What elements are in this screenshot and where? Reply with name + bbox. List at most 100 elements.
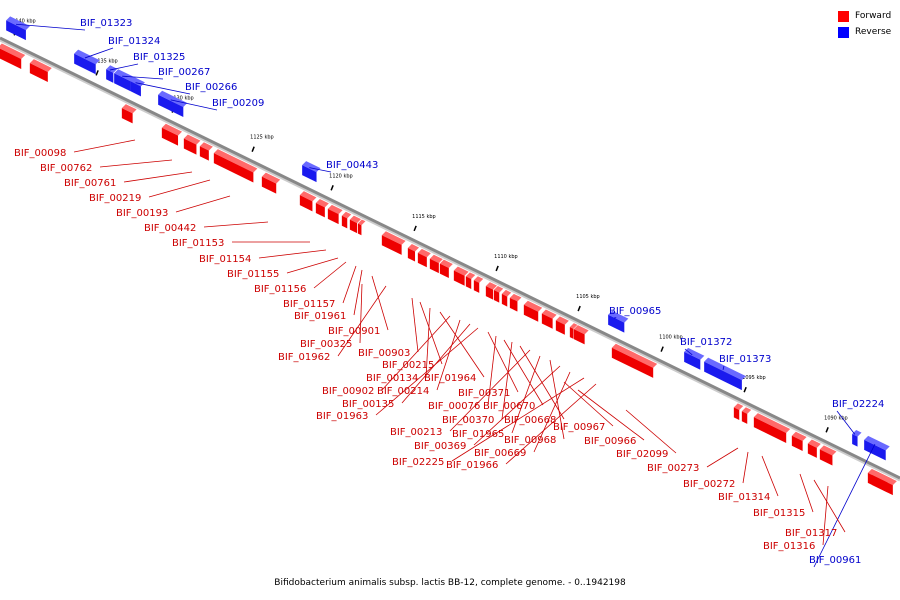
gene-top (302, 161, 321, 173)
tick-mark (577, 305, 581, 312)
gene-box-forward (0, 43, 26, 69)
gene-face (114, 73, 131, 92)
leader-line (375, 327, 479, 416)
gene-face (852, 434, 858, 447)
tick-label: 1100 kbp (659, 335, 683, 341)
gene-face (261, 176, 277, 194)
gene-top (299, 191, 317, 202)
gene-face (199, 146, 209, 161)
gene-box-forward (807, 439, 821, 458)
gene-label-reverse: BIF_00267 (158, 67, 210, 78)
gene-face (349, 219, 358, 234)
gene-box-reverse (704, 357, 746, 391)
gene-box-forward (569, 323, 578, 339)
gene-label-reverse: BIF_02224 (832, 399, 884, 410)
gene-top (0, 43, 26, 59)
gene-label-forward: BIF_00219 (89, 193, 141, 204)
gene-top (501, 289, 512, 297)
gene-label-forward: BIF_00193 (116, 208, 168, 219)
gene-top (6, 16, 30, 31)
gene-face (513, 299, 518, 312)
gene-face (429, 258, 439, 274)
gene-top (704, 357, 746, 381)
gene-box-reverse (852, 430, 862, 447)
gene-label-forward: BIF_00968 (504, 435, 556, 446)
gene-box-forward (753, 413, 791, 443)
gene-box-forward (29, 59, 52, 82)
gene-top (573, 325, 589, 335)
gene-box-forward (315, 198, 329, 218)
gene-box-forward (299, 191, 317, 212)
gene-label-forward: BIF_00901 (328, 326, 380, 337)
gene-top (741, 407, 752, 414)
gene-face (791, 435, 803, 451)
legend-label: Forward (855, 11, 892, 21)
leader-line (15, 23, 86, 31)
gene-top (541, 309, 557, 319)
legend-item-reverse: Reverse (838, 24, 891, 40)
gene-box-forward (261, 172, 281, 194)
gene-top (493, 286, 504, 293)
gene-box-forward (555, 316, 569, 335)
gene-label-forward: BIF_00098 (14, 148, 66, 159)
gene-box-forward (493, 286, 504, 303)
leader-line (425, 307, 431, 378)
gene-top (819, 445, 837, 456)
gene-top (315, 198, 329, 208)
leader-line (123, 171, 193, 183)
gene-box-reverse (864, 435, 890, 461)
gene-top (791, 431, 807, 441)
gene-top (106, 65, 118, 73)
gene-top (485, 282, 498, 290)
gene-top (569, 323, 578, 329)
forward-swatch (838, 10, 849, 22)
gene-face (74, 53, 96, 75)
gene-face (611, 347, 654, 378)
gene-label-forward: BIF_00442 (144, 223, 196, 234)
gene-face (453, 270, 465, 286)
gene-face (485, 286, 494, 300)
tick-mark (330, 185, 334, 191)
leader-line (99, 159, 173, 168)
gene-face (357, 223, 362, 236)
gene-label-forward: BIF_00902 (322, 386, 374, 397)
tick-label: 1095 kbp (742, 375, 766, 381)
leader-line (822, 485, 829, 546)
gene-face (501, 293, 508, 307)
gene-face (213, 153, 254, 183)
gene-label-forward: BIF_01963 (316, 411, 368, 422)
gene-top (381, 231, 406, 245)
gene-label-forward: BIF_01962 (278, 352, 330, 363)
gene-face (807, 443, 817, 458)
gene-face (555, 320, 565, 335)
gene-face (381, 235, 402, 255)
leader-line (371, 275, 389, 331)
gene-box-reverse (684, 347, 705, 370)
figure-caption: Bifidobacterium animalis subsp. lactis B… (274, 578, 626, 588)
gene-box-reverse (106, 65, 118, 83)
gene-face (29, 63, 48, 82)
gene-box-forward (867, 468, 892, 493)
gene-top (417, 248, 431, 258)
gene-label-forward: BIF_01156 (254, 284, 306, 295)
genome-backbone (0, 36, 900, 480)
gene-box-forward (417, 248, 431, 268)
gene-box-forward (791, 431, 807, 451)
gene-top (183, 134, 201, 145)
gene-label-forward: BIF_02099 (616, 449, 668, 460)
gene-face (299, 195, 313, 212)
gene-label-forward: BIF_01965 (452, 429, 504, 440)
leader-line (799, 473, 814, 513)
gene-box-forward (501, 289, 512, 307)
gene-top (867, 468, 892, 483)
gene-box-forward (213, 149, 258, 183)
legend: Forward Reverse (838, 8, 891, 40)
leader-line (258, 249, 327, 259)
gene-box-forward (327, 204, 343, 225)
leader-line (170, 99, 218, 111)
gene-top (29, 59, 52, 72)
gene-label-forward: BIF_02225 (392, 457, 444, 468)
leader-line (286, 257, 339, 274)
gene-box-forward (453, 266, 469, 286)
